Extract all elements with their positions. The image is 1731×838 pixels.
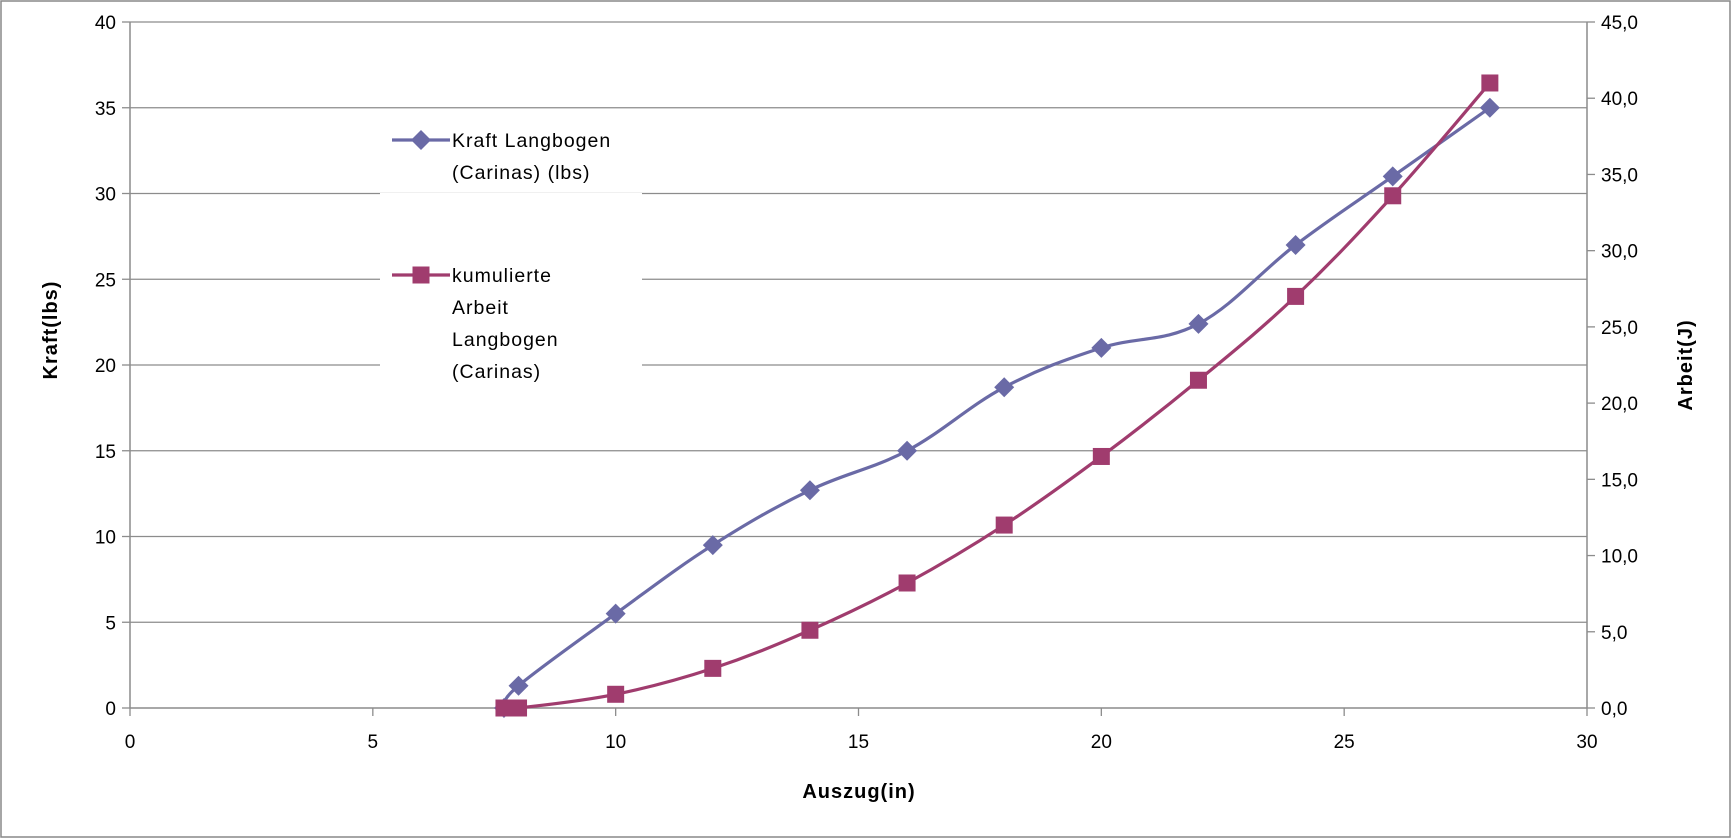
data-point bbox=[897, 440, 918, 461]
legend: Kraft Langbogen (Carinas) (lbs) kumulierte… bbox=[380, 109, 642, 392]
legend-label: Arbeit bbox=[452, 297, 509, 319]
data-point bbox=[1092, 447, 1110, 465]
legend-label: Langbogen bbox=[452, 329, 559, 351]
legend-gap bbox=[380, 193, 642, 201]
data-point bbox=[1285, 234, 1306, 255]
data-point bbox=[994, 377, 1015, 398]
x-tick-label: 5 bbox=[368, 732, 379, 753]
y2-tick-label: 20,0 bbox=[1601, 394, 1638, 415]
data-point bbox=[1382, 166, 1403, 187]
y-tick-label: 35 bbox=[95, 99, 116, 120]
data-point bbox=[898, 574, 916, 592]
y2-tick-label: 35,0 bbox=[1601, 165, 1638, 186]
series-line bbox=[502, 81, 1492, 711]
legend-label: (Carinas) (lbs) bbox=[452, 162, 591, 184]
y-tick-label: 25 bbox=[95, 270, 116, 291]
y-tick-label: 40 bbox=[95, 13, 116, 34]
y2-tick-label: 15,0 bbox=[1601, 470, 1638, 491]
axes: 0 5 10 15 20 25 30 35 40 0,0 5,0 10,0 15,0 20,0 25,0 30… bbox=[95, 13, 1638, 753]
x-tick-label: 15 bbox=[848, 732, 869, 753]
legend-label: (Carinas) bbox=[452, 361, 541, 383]
data-point bbox=[1091, 337, 1112, 358]
series-layer bbox=[493, 74, 1500, 718]
data-point bbox=[995, 516, 1013, 534]
legend-item-1: Kraft Langbogen (Carinas) (lbs) bbox=[392, 130, 611, 184]
data-point bbox=[1188, 313, 1209, 334]
legend-label: kumulierte bbox=[452, 265, 552, 287]
y2-tick-label: 45,0 bbox=[1601, 13, 1638, 34]
y-tick-label: 5 bbox=[105, 613, 116, 634]
x-tick-label: 30 bbox=[1576, 732, 1597, 753]
data-point bbox=[1481, 74, 1499, 92]
data-point bbox=[1479, 97, 1500, 118]
gridlines bbox=[130, 21, 1587, 623]
x-axis-title: Auszug(in) bbox=[802, 781, 915, 803]
y-tick-label: 10 bbox=[95, 528, 116, 549]
y-tick-label: 0 bbox=[105, 699, 116, 720]
y-tick-label: 15 bbox=[95, 442, 116, 463]
data-point bbox=[1189, 371, 1207, 389]
y2-axis-title: Arbeit(J) bbox=[1675, 319, 1697, 410]
y2-tick-label: 25,0 bbox=[1601, 318, 1638, 339]
y-tick-label: 30 bbox=[95, 185, 116, 206]
data-point bbox=[702, 535, 723, 556]
x-tick-label: 10 bbox=[605, 732, 626, 753]
data-point bbox=[510, 699, 528, 717]
series-2 bbox=[495, 74, 1499, 717]
legend-marker bbox=[411, 130, 431, 150]
legend-marker bbox=[412, 266, 430, 284]
data-point bbox=[801, 621, 819, 639]
x-tick-label: 25 bbox=[1334, 732, 1355, 753]
legend-label: Kraft Langbogen bbox=[452, 130, 611, 152]
data-point bbox=[607, 685, 625, 703]
data-point bbox=[605, 603, 626, 624]
legend-item-2: kumulierte Arbeit Langbogen (Carinas) bbox=[392, 265, 559, 383]
y2-tick-label: 0,0 bbox=[1601, 699, 1627, 720]
data-point bbox=[704, 659, 722, 677]
data-point bbox=[1384, 187, 1402, 205]
data-point bbox=[1287, 287, 1305, 305]
y2-tick-label: 5,0 bbox=[1601, 623, 1627, 644]
x-tick-label: 0 bbox=[125, 732, 136, 753]
data-point bbox=[799, 480, 820, 501]
data-point bbox=[495, 699, 513, 717]
y2-tick-label: 10,0 bbox=[1601, 547, 1638, 568]
y2-tick-label: 40,0 bbox=[1601, 89, 1638, 110]
data-point bbox=[508, 675, 529, 696]
x-tick-label: 20 bbox=[1091, 732, 1112, 753]
y-tick-label: 20 bbox=[95, 356, 116, 377]
y2-tick-label: 30,0 bbox=[1601, 242, 1638, 263]
y-axis-title: Kraft(lbs) bbox=[40, 281, 62, 380]
